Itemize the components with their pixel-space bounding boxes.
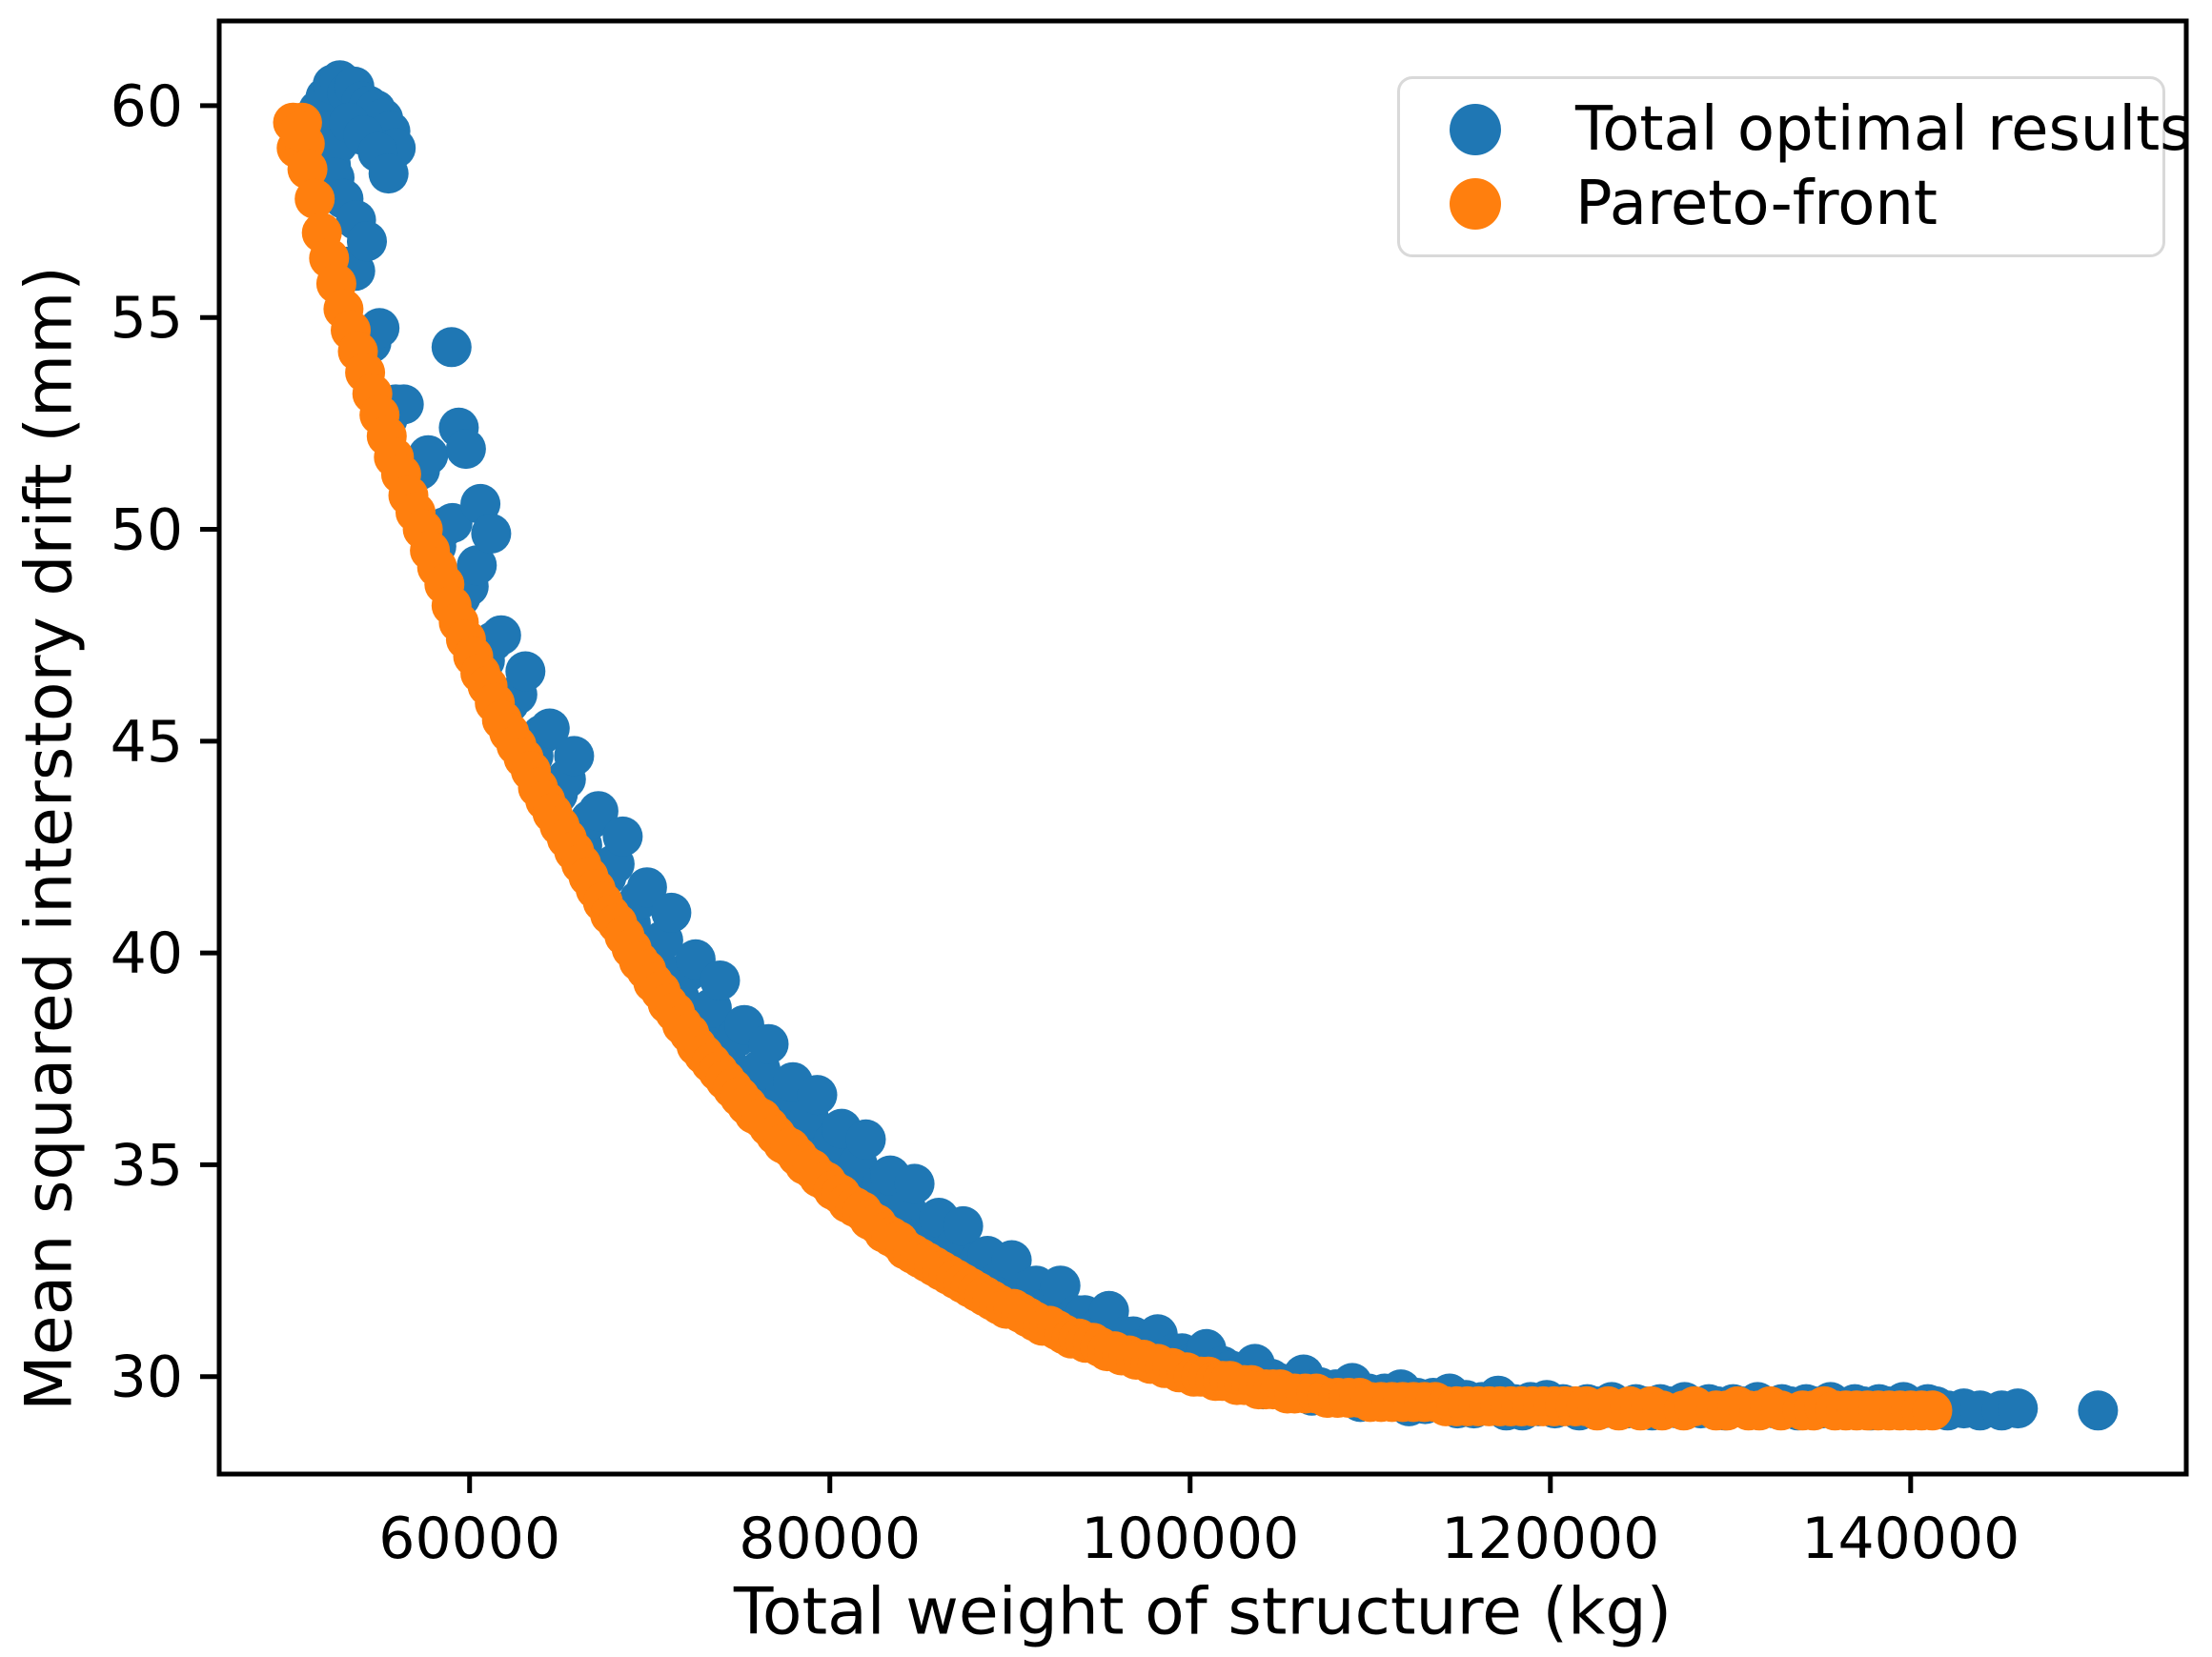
x-tick-label: 60000 [378,1505,560,1572]
legend-row-pareto-front: Pareto-front [1400,167,2162,241]
data-point-total-optimal [797,1075,838,1116]
data-point-total-optimal [368,153,409,194]
x-tick-label: 120000 [1441,1505,1659,1572]
data-point-pareto-front [294,178,335,219]
y-tick-label: 35 [111,1132,183,1199]
y-tick-label: 40 [111,920,183,987]
data-point-total-optimal [943,1205,984,1246]
x-tick-label: 100000 [1081,1505,1299,1572]
data-point-total-optimal [432,502,473,543]
data-point-total-optimal [457,545,497,586]
data-point-total-optimal [602,816,643,857]
pareto-front-marker-icon [1450,178,1501,230]
data-point-pareto-front [1912,1390,1953,1431]
legend-label-total-optimal: Total optimal results [1575,93,2192,165]
data-point-total-optimal [894,1163,935,1204]
data-point-total-optimal [626,867,667,908]
total-optimal-marker-icon [1450,104,1501,155]
legend-label-pareto-front: Pareto-front [1575,168,1938,239]
data-point-total-optimal [445,429,486,470]
data-point-total-optimal [1998,1388,2039,1429]
data-point-total-optimal [700,960,741,1000]
y-tick-label: 30 [111,1344,183,1411]
y-tick-label: 45 [111,709,183,776]
data-point-total-optimal [991,1240,1032,1281]
legend-row-total-optimal: Total optimal results [1400,92,2192,167]
data-point-total-optimal [505,651,546,692]
data-point-total-optimal [651,892,692,933]
y-tick-label: 60 [111,73,183,140]
plot-spines [216,18,2189,1477]
data-point-pareto-front [280,111,321,152]
data-point-total-optimal [529,708,570,749]
y-axis-label: Mean squared interstory drift (mm) [11,266,88,1411]
legend: Total optimal results Pareto-front [1397,76,2192,257]
data-point-total-optimal [347,221,387,262]
data-point-total-optimal [554,736,595,777]
data-point-total-optimal [1040,1265,1081,1306]
data-point-total-optimal [480,615,521,656]
data-point-total-optimal [578,791,619,832]
y-tick-label: 55 [111,285,183,352]
data-point-total-optimal [471,514,512,554]
data-point-total-optimal [748,1023,789,1064]
x-tick-label: 80000 [739,1505,921,1572]
x-axis-label: Total weight of structure (kg) [733,1574,1673,1650]
x-tick-label: 140000 [1801,1505,2019,1572]
y-tick-label: 50 [111,497,183,564]
data-point-total-optimal [431,327,472,368]
data-point-total-optimal [2078,1390,2119,1431]
data-point-total-optimal [845,1119,886,1160]
